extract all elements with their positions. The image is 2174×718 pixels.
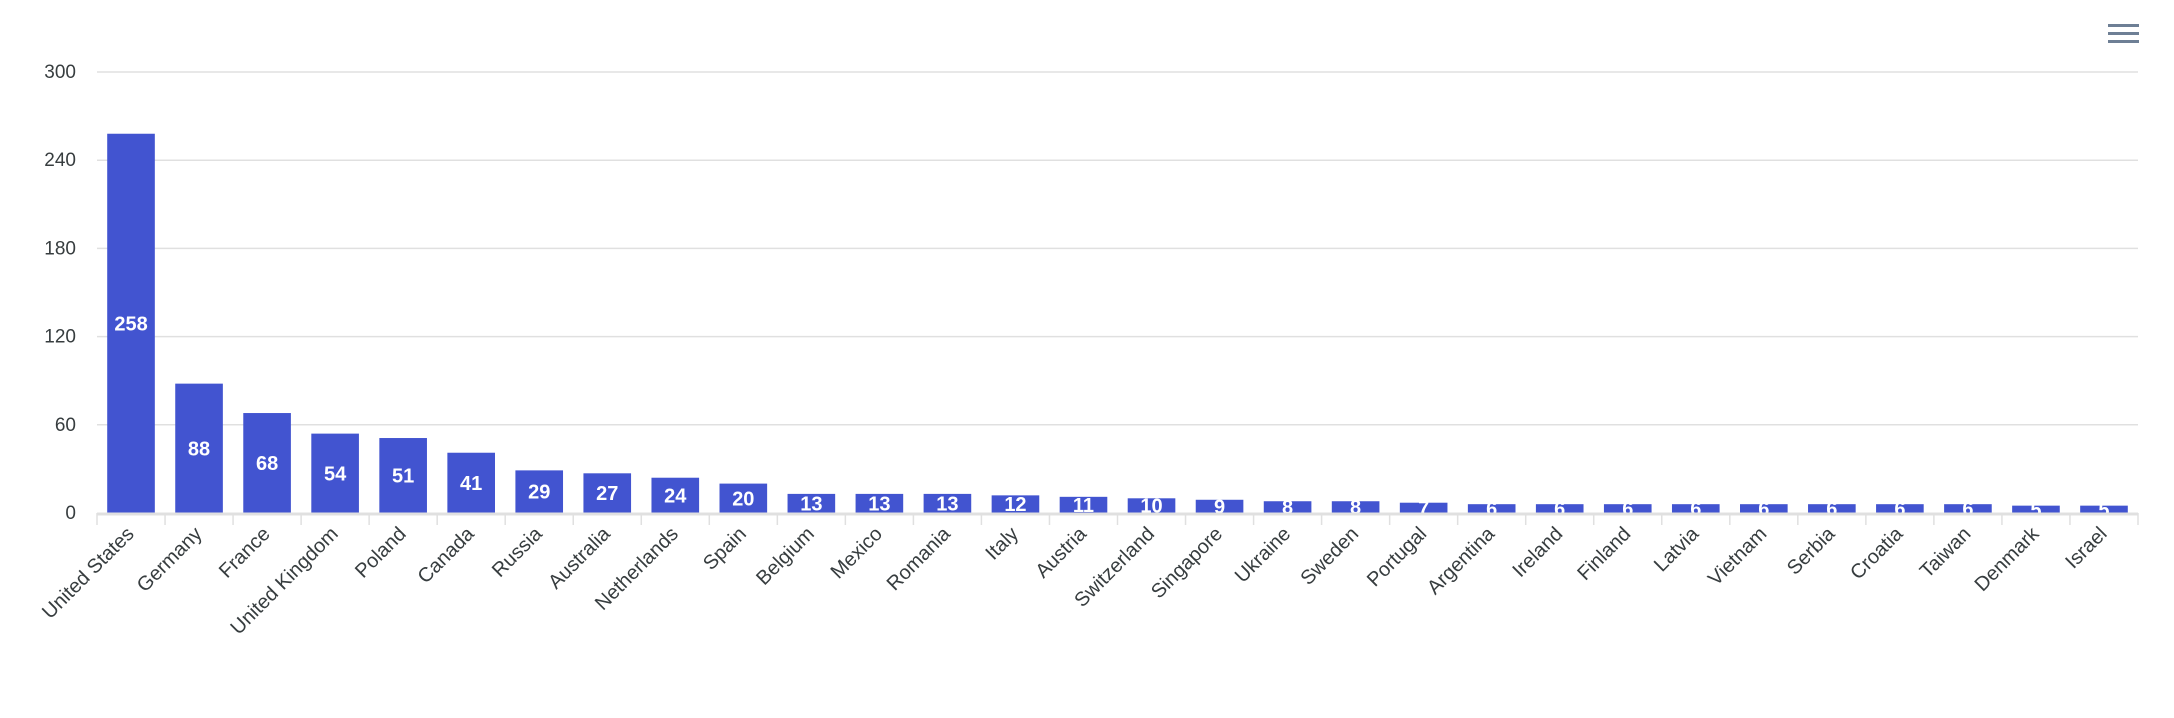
chart-menu-button[interactable] [2104, 20, 2144, 52]
bar[interactable] [1059, 496, 1108, 513]
bar-value-label: 6 [1758, 499, 1769, 521]
bar-value-label: 68 [256, 453, 278, 475]
bar[interactable] [1876, 504, 1924, 513]
x-tick-label: Croatia [1846, 522, 1908, 584]
bar-value-label: 7 [1418, 498, 1429, 520]
x-tick-label: Denmark [1971, 522, 2045, 596]
y-tick-label: 240 [44, 150, 76, 171]
bar-value-label: 27 [596, 483, 618, 505]
x-tick-label: Spain [699, 523, 751, 575]
bar-value-label: 258 [114, 313, 147, 335]
bar-value-label: 13 [936, 493, 958, 515]
bar[interactable] [1263, 501, 1312, 513]
bar-value-label: 6 [1894, 499, 1905, 521]
bar-value-label: 5 [2030, 499, 2041, 521]
x-tick-label: Finland [1573, 523, 1635, 585]
x-tick-label: Mexico [827, 523, 887, 583]
bar[interactable] [1467, 504, 1516, 513]
x-tick-label: Serbia [1783, 522, 1840, 579]
bar[interactable] [991, 495, 1040, 513]
x-tick-label: Canada [414, 522, 480, 588]
bar-value-label: 8 [1282, 497, 1293, 519]
x-tick-label: Israel [2061, 523, 2111, 573]
x-tick-label: Germany [133, 523, 207, 597]
bar[interactable] [1399, 502, 1448, 513]
x-tick-label: Ireland [1508, 523, 1567, 582]
x-tick-label: Poland [351, 523, 411, 583]
bar-value-label: 6 [1690, 499, 1701, 521]
bar-value-label: 6 [1962, 499, 1973, 521]
y-tick-label: 120 [44, 327, 76, 348]
x-tick-label: Singapore [1147, 523, 1227, 603]
bar-value-label: 41 [460, 473, 482, 495]
x-tick-label: United States [38, 523, 138, 623]
x-tick-label: Argentina [1423, 522, 1500, 599]
x-tick-label: Austria [1031, 522, 1091, 582]
bar[interactable] [447, 452, 495, 513]
x-tick-label: Belgium [752, 523, 819, 590]
bar-value-label: 9 [1214, 496, 1225, 518]
bar-value-label: 6 [1826, 499, 1837, 521]
x-tick-label: France [215, 523, 275, 583]
bar-value-label: 51 [392, 466, 414, 488]
bar-value-label: 13 [868, 493, 890, 515]
x-tick-label: Portugal [1363, 523, 1431, 591]
x-tick-label: Australia [544, 522, 615, 593]
y-tick-label: 180 [44, 238, 76, 259]
bar[interactable] [1127, 498, 1176, 513]
bar[interactable] [1603, 504, 1652, 513]
x-tick-label: Italy [981, 523, 1022, 564]
bar[interactable] [787, 493, 836, 513]
bar[interactable] [379, 438, 427, 513]
bar-value-label: 24 [664, 485, 687, 507]
bar[interactable] [1195, 499, 1244, 513]
bar-value-label: 10 [1140, 496, 1162, 518]
x-tick-label: Latvia [1650, 522, 1704, 576]
bar-value-label: 13 [800, 493, 822, 515]
x-tick-label: Russia [488, 522, 547, 581]
bar[interactable] [1944, 504, 1992, 513]
bar-value-label: 6 [1554, 499, 1565, 521]
x-tick-label: Sweden [1296, 523, 1363, 590]
y-axis: 0 60 120 180 240 300 [44, 62, 76, 524]
bar-value-label: 6 [1486, 499, 1497, 521]
bar-value-label: 12 [1004, 494, 1026, 516]
bar-value-label: 20 [732, 488, 754, 510]
y-tick-label: 300 [44, 62, 76, 83]
bar[interactable] [923, 493, 972, 513]
bar-value-label: 5 [2098, 499, 2109, 521]
bar[interactable] [1331, 501, 1380, 513]
bar[interactable] [651, 477, 700, 513]
bar[interactable] [719, 483, 768, 513]
bar-value-label: 88 [188, 438, 210, 460]
bar[interactable] [2080, 505, 2128, 513]
bar-value-label: 54 [324, 463, 347, 485]
bar[interactable] [583, 473, 632, 513]
bar-value-label: 29 [528, 482, 550, 504]
bar[interactable] [175, 383, 223, 513]
bar[interactable] [855, 493, 904, 513]
y-tick-label: 0 [65, 503, 76, 524]
x-tick-label: Taiwan [1916, 523, 1976, 583]
bar[interactable] [1535, 504, 1584, 513]
bar[interactable] [107, 133, 155, 514]
bar[interactable] [1808, 504, 1856, 513]
bar-value-label: 8 [1350, 497, 1361, 519]
bar[interactable] [311, 433, 359, 513]
bar[interactable] [2012, 505, 2060, 513]
y-tick-label: 60 [55, 415, 76, 436]
x-tick-label: Vietnam [1704, 523, 1771, 590]
bar[interactable] [1671, 504, 1720, 513]
x-tick-label: Ukraine [1231, 523, 1295, 587]
bar[interactable] [515, 470, 564, 513]
x-tick-label: Romania [883, 522, 956, 595]
bar[interactable] [1740, 504, 1788, 513]
bar[interactable] [243, 413, 291, 513]
bar-value-label: 11 [1073, 495, 1094, 517]
bar-value-label: 6 [1622, 499, 1633, 521]
gridlines [97, 71, 2138, 426]
